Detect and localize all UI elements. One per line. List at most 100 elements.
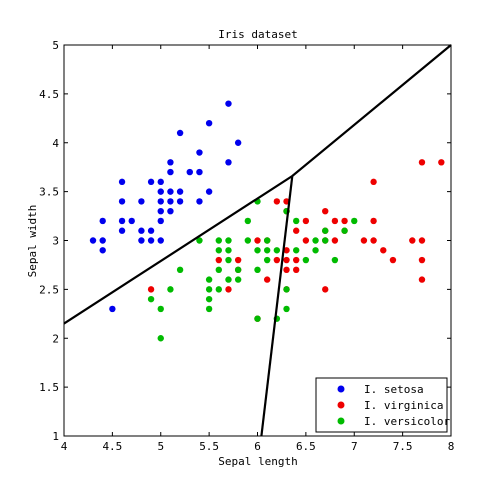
data-point bbox=[157, 188, 164, 195]
legend-entry-label: I. virginica bbox=[364, 399, 443, 412]
data-point bbox=[157, 217, 164, 225]
data-point bbox=[254, 247, 261, 254]
data-point bbox=[147, 295, 155, 303]
data-point bbox=[118, 198, 126, 205]
data-point bbox=[215, 266, 222, 274]
x-tick-label: 4 bbox=[61, 440, 68, 453]
y-tick-label: 2.5 bbox=[39, 283, 59, 296]
data-point bbox=[205, 120, 213, 127]
data-point bbox=[147, 178, 155, 186]
data-point bbox=[273, 198, 281, 205]
data-point bbox=[283, 266, 290, 274]
x-tick-label: 6 bbox=[254, 440, 261, 453]
data-point bbox=[176, 129, 184, 137]
data-point bbox=[409, 237, 416, 244]
data-point bbox=[157, 207, 164, 215]
y-tick-label: 4 bbox=[52, 137, 59, 150]
data-point bbox=[244, 237, 252, 244]
data-point bbox=[263, 256, 271, 264]
x-tick-label: 6.5 bbox=[296, 440, 316, 453]
data-point bbox=[293, 217, 300, 225]
data-point bbox=[147, 237, 155, 244]
data-point bbox=[157, 198, 164, 205]
data-point bbox=[234, 256, 242, 264]
data-point bbox=[418, 237, 426, 244]
y-tick-label: 3 bbox=[52, 235, 59, 248]
plot-area: 4 4.5 5 5.5 6 6.5 7 7.5 8 1 1.5 2 2.5 3 3.5 4 4.5 5 bbox=[39, 39, 454, 453]
data-point bbox=[331, 256, 339, 264]
x-tick-label: 5 bbox=[157, 440, 164, 453]
data-point bbox=[225, 286, 232, 293]
data-point bbox=[283, 286, 290, 293]
data-point bbox=[225, 100, 232, 107]
data-point bbox=[273, 256, 281, 264]
data-point bbox=[283, 305, 290, 313]
x-axis-label: Sepal length bbox=[218, 455, 297, 468]
data-point bbox=[283, 247, 290, 254]
data-point bbox=[380, 247, 387, 254]
y-tick-label: 1.5 bbox=[39, 381, 59, 394]
data-point bbox=[99, 237, 106, 244]
data-point bbox=[293, 227, 300, 234]
data-point bbox=[312, 237, 319, 244]
data-point bbox=[138, 237, 145, 244]
legend-marker bbox=[337, 417, 345, 425]
data-point bbox=[109, 305, 116, 313]
data-point bbox=[341, 227, 348, 234]
data-point bbox=[167, 168, 174, 176]
data-point bbox=[196, 149, 203, 156]
data-point bbox=[263, 276, 271, 283]
data-point bbox=[215, 247, 222, 254]
data-point bbox=[99, 247, 106, 254]
data-point bbox=[225, 247, 232, 254]
data-point bbox=[157, 305, 164, 313]
data-point bbox=[118, 217, 126, 225]
data-point bbox=[118, 227, 126, 234]
data-point bbox=[205, 276, 213, 283]
y-tick-label: 4.5 bbox=[39, 88, 59, 101]
data-point bbox=[118, 178, 126, 186]
data-point bbox=[225, 159, 232, 166]
x-tick-label: 7.5 bbox=[393, 440, 413, 453]
data-point bbox=[370, 217, 377, 225]
data-point bbox=[418, 159, 426, 166]
y-tick-label: 5 bbox=[52, 39, 59, 52]
data-point bbox=[418, 256, 426, 264]
data-point bbox=[215, 286, 222, 293]
data-point bbox=[389, 256, 397, 264]
data-point bbox=[167, 207, 174, 215]
data-point bbox=[138, 198, 145, 205]
chart-title: Iris dataset bbox=[218, 28, 297, 41]
data-point bbox=[418, 276, 426, 283]
decision-boundary-line bbox=[260, 175, 294, 437]
data-point bbox=[244, 217, 252, 225]
data-point bbox=[254, 237, 261, 244]
data-point bbox=[128, 217, 135, 225]
data-point bbox=[225, 276, 232, 283]
x-tick-label: 7 bbox=[351, 440, 358, 453]
data-point bbox=[283, 256, 290, 264]
data-point bbox=[157, 335, 164, 342]
legend: I. setosa I. virginica I. versicolor bbox=[315, 377, 450, 433]
data-point bbox=[302, 256, 310, 264]
data-point bbox=[225, 256, 232, 264]
data-point bbox=[205, 188, 213, 195]
data-point bbox=[167, 159, 174, 166]
data-point bbox=[438, 159, 445, 166]
data-point bbox=[147, 286, 155, 293]
data-point bbox=[234, 276, 242, 283]
data-point bbox=[254, 266, 261, 274]
data-point bbox=[331, 217, 339, 225]
y-tick-label: 1 bbox=[52, 430, 59, 443]
data-point bbox=[205, 305, 213, 313]
legend-entry-label: I. versicolor bbox=[364, 415, 450, 428]
data-point bbox=[147, 227, 155, 234]
data-point bbox=[167, 188, 174, 195]
data-point bbox=[360, 237, 368, 244]
legend-marker bbox=[337, 385, 345, 393]
data-point bbox=[254, 315, 261, 322]
legend-entry-label: I. setosa bbox=[364, 383, 424, 396]
data-point bbox=[99, 217, 106, 225]
data-point bbox=[167, 286, 174, 293]
